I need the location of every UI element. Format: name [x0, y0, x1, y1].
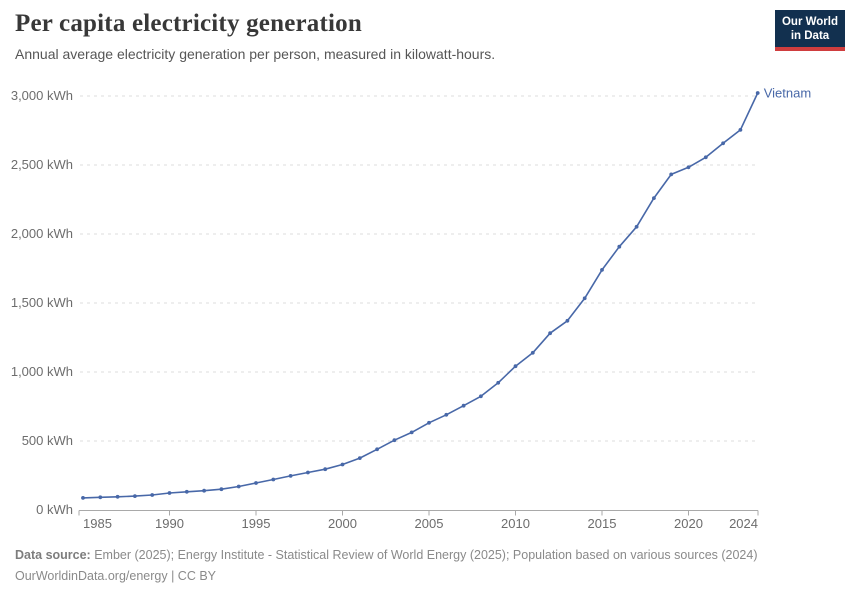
- data-point: [582, 296, 587, 301]
- data-point: [634, 224, 639, 229]
- data-point: [703, 155, 708, 160]
- data-point: [340, 462, 345, 467]
- data-point: [669, 172, 674, 177]
- x-axis-tick-label: 2000: [328, 516, 357, 531]
- data-point: [738, 127, 743, 132]
- data-point: [617, 244, 622, 249]
- data-point: [496, 380, 501, 385]
- data-point: [721, 141, 725, 146]
- x-axis-tick-label: 2015: [588, 516, 617, 531]
- data-point: [98, 495, 103, 500]
- data-point: [357, 456, 362, 460]
- x-axis-tick-label: 1990: [155, 516, 184, 531]
- data-point: [323, 467, 328, 472]
- data-source-label: Data source:: [15, 548, 91, 562]
- y-axis-tick-label: 1,500 kWh: [11, 295, 73, 310]
- data-point: [427, 420, 431, 425]
- data-point: [167, 491, 172, 495]
- x-axis-tick-label: 1995: [242, 516, 271, 531]
- data-point: [513, 364, 518, 369]
- license-line: OurWorldinData.org/energy | CC BY: [15, 569, 217, 583]
- data-point: [202, 488, 207, 493]
- x-axis-tick-label: 2005: [415, 516, 444, 531]
- data-point: [288, 474, 293, 478]
- chart-title: Per capita electricity generation: [15, 10, 362, 37]
- data-point: [652, 196, 656, 201]
- owid-logo: Our World in Data: [775, 10, 845, 51]
- data-point: [444, 412, 449, 417]
- data-point: [461, 403, 466, 408]
- data-point: [600, 268, 604, 272]
- x-axis-tick-label: 2020: [674, 516, 703, 531]
- data-point: [306, 470, 310, 475]
- x-axis-tick-label: 2010: [501, 516, 530, 531]
- x-axis-tick-label: 1985: [83, 516, 112, 531]
- chart-footer: Data source: Ember (2025); Energy Instit…: [15, 545, 835, 587]
- y-axis-tick-label: 0 kWh: [36, 502, 73, 517]
- data-source-text: Ember (2025); Energy Institute - Statist…: [90, 548, 758, 562]
- chart-subtitle: Annual average electricity generation pe…: [15, 46, 496, 62]
- data-point: [254, 481, 258, 485]
- data-source-line: Data source: Ember (2025); Energy Instit…: [15, 545, 835, 566]
- data-point: [115, 494, 120, 499]
- data-point: [219, 487, 224, 492]
- series-line-vietnam: [82, 92, 759, 499]
- chart-header: Per capita electricity generation Annual…: [15, 10, 715, 62]
- y-axis-tick-label: 500 kWh: [22, 433, 73, 448]
- y-axis-tick-label: 3,000 kWh: [11, 88, 73, 103]
- data-point: [133, 494, 137, 498]
- data-point: [479, 394, 483, 399]
- data-point: [392, 438, 397, 443]
- owid-logo-line2: in Data: [790, 30, 830, 42]
- y-axis-tick-label: 2,000 kWh: [11, 226, 73, 241]
- data-point: [686, 165, 691, 170]
- data-point: [548, 331, 552, 336]
- y-axis-tick-label: 2,500 kWh: [11, 157, 73, 172]
- data-point: [184, 489, 189, 494]
- data-point: [236, 484, 241, 489]
- line-chart: 0 kWh 500 kWh 1,000 kWh 1,500 kWh 2,000 kWh 2…: [11, 86, 811, 532]
- data-point: [409, 430, 414, 435]
- data-point: [271, 477, 276, 482]
- y-axis-tick-label: 1,000 kWh: [11, 364, 73, 379]
- series-end-label: Vietnam: [764, 86, 811, 101]
- data-point: [565, 318, 570, 323]
- data-point: [530, 350, 535, 355]
- x-axis-tick-label: 2024: [729, 516, 758, 531]
- data-point: [755, 91, 760, 95]
- data-point: [81, 496, 85, 500]
- owid-logo-line1: Our World: [781, 16, 838, 28]
- data-point: [150, 493, 155, 497]
- data-point: [375, 447, 379, 452]
